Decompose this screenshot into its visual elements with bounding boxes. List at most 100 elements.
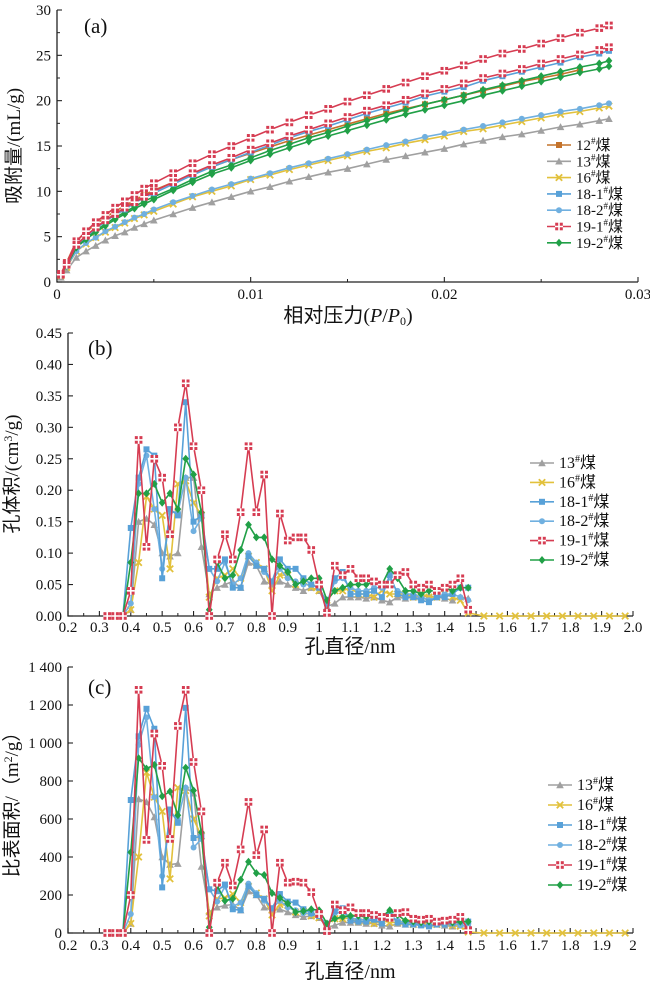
x-tick-label-b: 0.8: [247, 620, 266, 636]
y-tick-label-c: 400: [40, 850, 63, 866]
x-tick-label-c: 0.9: [278, 938, 297, 954]
legend-label: 13#煤: [559, 454, 596, 472]
x-tick-label-c: 0.7: [216, 938, 235, 954]
legend-marker: [556, 781, 564, 789]
legend-marker: [556, 861, 564, 869]
x-tick-label-c: 0.5: [153, 938, 172, 954]
legend-marker: [538, 459, 546, 467]
y-tick-label-c: 1 400: [28, 660, 62, 676]
legend-item-a-3: 18-1#煤: [547, 185, 623, 203]
y-tick-label-a: 5: [44, 230, 52, 246]
x-tick-label-a: 0.03: [625, 287, 650, 303]
series-line: [60, 69, 581, 275]
legend-marker: [555, 173, 563, 182]
legend-label: 18-1#煤: [559, 493, 609, 511]
x-tick-label-c: 1.9: [592, 938, 611, 954]
x-tick-label-b: 0.9: [278, 620, 297, 636]
legend-label: 19-2#煤: [559, 551, 609, 569]
x-tick-label-a: 0.02: [431, 287, 457, 303]
series-markers: [57, 47, 612, 278]
legend-item-a-1: 13#煤: [547, 152, 611, 170]
y-tick-label-a: 10: [36, 184, 51, 200]
y-tick-label-b: 0.35: [36, 389, 62, 405]
series-markers: [57, 56, 613, 279]
legend-label: 13#煤: [576, 152, 611, 170]
x-tick-label-c: 0.2: [59, 938, 78, 954]
legend-label: 19-2#煤: [577, 876, 627, 894]
legend-item-b-3: 18-2#煤: [530, 512, 609, 530]
x-tick-label-a: 0: [53, 287, 61, 303]
legend-item-a-2: 16#煤: [547, 169, 611, 187]
axes-c: [67, 667, 633, 934]
legend-item-b-2: 18-1#煤: [530, 493, 609, 511]
series-a-6: [57, 56, 613, 279]
x-tick-label-c: 1.3: [404, 938, 423, 954]
y-tick-label-b: 0.40: [36, 357, 62, 373]
panel-b: 0.2 0.3 0.4 0.5 0.6 0.7 0.8 0.9 1 1.1 1.2 1.3 1.4 1.5…: [1, 326, 642, 658]
legend-item-b-1: 16#煤: [530, 473, 596, 491]
legend-marker: [539, 518, 545, 525]
x-tick-label-b: 1.9: [592, 620, 611, 636]
legend-marker: [556, 801, 564, 809]
x-tick-label-b: 0.2: [59, 620, 78, 636]
x-tick-label-b: 1.7: [529, 620, 548, 636]
legend-label: 18-1#煤: [577, 816, 627, 834]
x-tick-label-c: 1.5: [467, 938, 486, 954]
legend-marker: [555, 157, 563, 165]
y-tick-label-b: 0.45: [36, 326, 62, 342]
legend-marker: [555, 238, 563, 247]
legend-label: 16#煤: [577, 796, 614, 814]
x-tick-label-a: 0.01: [238, 287, 264, 303]
y-tick-label-c: 600: [40, 812, 63, 828]
series-markers: [103, 379, 473, 620]
legend-item-b-5: 19-2#煤: [530, 551, 609, 569]
legend-marker: [556, 142, 562, 148]
x-axis-title-b: 孔直径/nm: [304, 635, 396, 658]
series-markers: [103, 454, 472, 620]
legend-item-a-0: 12#煤: [547, 136, 611, 154]
x-tick-label-b: 0.3: [90, 620, 109, 636]
legend-label: 18-1#煤: [576, 185, 623, 203]
legend-item-c-5: 19-2#煤: [548, 876, 627, 894]
y-tick-label-c: 1 200: [28, 698, 62, 714]
x-tick-label-b: 0.7: [216, 620, 235, 636]
panel-label-b: (b): [88, 336, 113, 360]
x-tick-label-b: 0.4: [121, 620, 140, 636]
legend-item-c-3: 18-2#煤: [548, 836, 627, 854]
x-tick-label-c: 1.2: [373, 938, 392, 954]
axes-a: [56, 10, 638, 283]
legend-label: 16#煤: [559, 473, 596, 491]
legend-marker: [539, 498, 545, 505]
legend-item-b-0: 13#煤: [530, 454, 596, 472]
x-axis-title-c: 孔直径/nm: [304, 960, 396, 983]
series-markers: [103, 685, 473, 937]
series-markers: [57, 115, 613, 281]
y-tick-label-c: 200: [40, 888, 63, 904]
ticks-a: [56, 9, 639, 283]
series-a-0: [57, 66, 583, 277]
y-tick-label-a: 20: [36, 94, 51, 110]
x-tick-label-b: 1: [315, 620, 323, 636]
x-tick-label-b: 1.6: [498, 620, 517, 636]
legend-label: 19-2#煤: [576, 234, 623, 252]
ticks-c: [67, 666, 634, 934]
legend-marker: [556, 207, 562, 214]
series-b-5: [103, 454, 472, 620]
series-markers: [57, 100, 612, 279]
series-markers: [56, 21, 613, 278]
y-axis-title-a: 吸附量/(mL/g): [3, 88, 25, 204]
y-tick-label-b: 0.15: [36, 515, 62, 531]
y-tick-label-a: 15: [36, 139, 51, 155]
x-tick-label-b: 1.1: [341, 620, 360, 636]
y-tick-label-c: 800: [40, 774, 63, 790]
series-a-1: [57, 115, 613, 281]
series-markers: [57, 66, 583, 277]
legend-label: 16#煤: [576, 169, 611, 187]
legend-item-c-2: 18-1#煤: [548, 816, 627, 834]
x-tick-label-c: 1.7: [529, 938, 548, 954]
legend-item-c-0: 13#煤: [548, 776, 614, 794]
y-tick-label-b: 0.05: [36, 578, 62, 594]
legend-label: 18-2#煤: [577, 836, 627, 854]
